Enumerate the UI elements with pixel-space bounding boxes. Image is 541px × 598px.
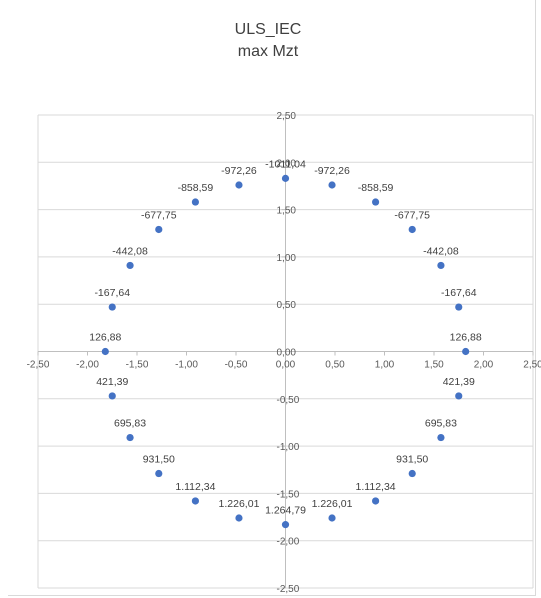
chart-frame	[8, 0, 536, 596]
chart-subtitle: max Mzt	[238, 43, 299, 60]
y-tick-label: 0,50	[277, 300, 297, 311]
data-point	[155, 469, 163, 478]
y-tick-label: -0,50	[277, 395, 300, 406]
x-tick-label: 0,50	[325, 360, 345, 371]
y-tick-label: 2,00	[277, 158, 297, 169]
data-label: 931,50	[143, 454, 175, 466]
x-tick-label: -2,00	[76, 360, 99, 371]
x-tick-label: 2,00	[474, 360, 494, 371]
data-point	[108, 303, 116, 311]
data-label: 1.226,01	[312, 498, 353, 510]
data-label: 126,88	[89, 332, 121, 344]
data-point	[408, 225, 416, 234]
data-point	[371, 198, 380, 206]
data-label: -677,75	[394, 209, 430, 221]
data-label: -972,26	[221, 165, 257, 177]
data-point	[462, 347, 470, 356]
data-label: 695,83	[114, 418, 146, 430]
data-points	[101, 174, 470, 529]
data-point	[126, 261, 134, 270]
x-tick-label: -1,50	[126, 360, 149, 371]
data-point	[328, 181, 336, 189]
y-tick-label: 1,50	[277, 206, 297, 217]
data-label: -442,08	[423, 245, 459, 257]
data-point	[371, 497, 380, 505]
data-label: -858,59	[358, 182, 394, 194]
data-label: -167,64	[441, 287, 477, 299]
data-point	[191, 497, 200, 505]
data-point	[455, 303, 463, 311]
data-point	[281, 174, 290, 182]
x-tick-label: -1,00	[175, 360, 198, 371]
data-point	[191, 198, 200, 206]
y-tick-label: 1,00	[277, 253, 297, 264]
x-tick-label: 2,50	[523, 360, 541, 371]
data-label: 1.226,01	[219, 498, 260, 510]
y-tick-label: 0,00	[277, 348, 297, 359]
data-label: 1.112,34	[356, 481, 396, 493]
y-tick-label: -1,00	[277, 442, 300, 453]
data-point	[437, 261, 445, 270]
data-point	[101, 347, 109, 356]
data-label: -167,64	[94, 287, 130, 299]
data-label: 695,83	[425, 418, 457, 430]
data-point	[108, 392, 116, 400]
data-label: 1.264,79	[265, 505, 306, 517]
x-tick-label: 1,00	[375, 360, 395, 371]
data-label: 1.112,34	[175, 481, 215, 493]
tick-labels: -2,50 -2,00 -1,50 -1,00 -0,50 0,00 0,50 1,00 1,5…	[27, 111, 541, 595]
data-point	[408, 469, 416, 478]
chart-title: ULS_IEC	[235, 21, 302, 38]
data-point	[235, 181, 243, 189]
data-label: -677,75	[141, 209, 177, 221]
y-tick-label: 2,50	[277, 111, 297, 122]
data-point	[437, 433, 445, 442]
axes	[37, 114, 534, 589]
data-label: -442,08	[112, 245, 148, 257]
data-label: -972,26	[314, 165, 350, 177]
data-label: -1011,04	[265, 158, 306, 170]
y-tick-label: -2,00	[277, 537, 300, 548]
x-tick-label: -0,50	[225, 360, 248, 371]
data-label: 931,50	[396, 454, 428, 466]
data-point	[328, 514, 336, 522]
x-tick-label: -2,50	[27, 360, 50, 371]
data-point	[155, 225, 163, 234]
data-label: 421,39	[96, 376, 128, 388]
data-label: -858,59	[178, 182, 214, 194]
data-label: 126,88	[450, 332, 482, 344]
data-label: 421,39	[443, 376, 475, 388]
x-tick-label: 0,00	[276, 360, 296, 371]
y-tick-label: -2,50	[277, 584, 300, 595]
y-tick-label: -1,50	[277, 489, 300, 500]
data-point	[281, 521, 290, 529]
data-point	[126, 433, 134, 442]
data-point	[455, 392, 463, 400]
x-tick-label: 1,50	[424, 360, 444, 371]
data-labels: -1011,04 -972,26 -858,59 -677,75 -442,08 -167…	[89, 158, 482, 516]
data-point	[235, 514, 243, 522]
